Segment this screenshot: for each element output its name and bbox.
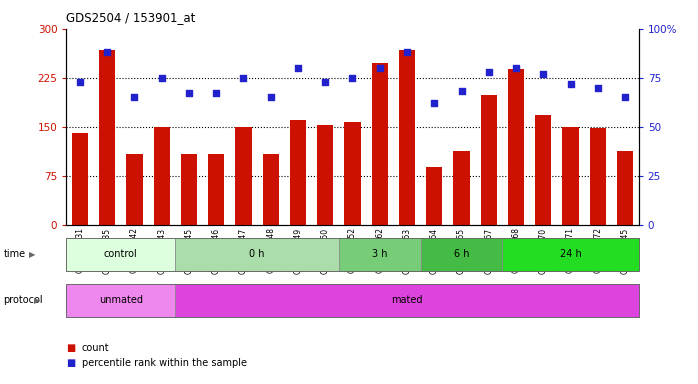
Bar [508, 69, 524, 225]
Bar [481, 95, 497, 225]
Text: ▶: ▶ [29, 250, 36, 259]
Text: 24 h: 24 h [560, 249, 581, 260]
Point [156, 74, 168, 81]
Bar [208, 154, 224, 225]
Text: protocol: protocol [3, 295, 43, 306]
Text: mated: mated [392, 295, 423, 306]
Point [374, 65, 385, 71]
Text: ▶: ▶ [34, 296, 40, 305]
Text: count: count [82, 343, 110, 353]
Point [401, 49, 413, 55]
Point [619, 94, 630, 101]
Text: GDS2504 / 153901_at: GDS2504 / 153901_at [66, 12, 195, 25]
Point [102, 49, 113, 55]
Text: 6 h: 6 h [454, 249, 469, 260]
Text: 3 h: 3 h [372, 249, 387, 260]
Point [265, 94, 276, 101]
Point [211, 90, 222, 96]
Bar [290, 120, 306, 225]
Text: unmated: unmated [99, 295, 143, 306]
Point [456, 88, 467, 94]
Point [483, 69, 494, 75]
Bar [590, 128, 606, 225]
Text: control: control [104, 249, 138, 260]
Bar [262, 154, 279, 225]
Point [510, 65, 521, 71]
Point [129, 94, 140, 101]
Point [320, 79, 331, 85]
Bar [371, 63, 388, 225]
Point [347, 74, 358, 81]
Bar [181, 154, 197, 225]
Bar [535, 115, 551, 225]
Bar [154, 127, 170, 225]
Bar [126, 154, 142, 225]
Bar [235, 127, 252, 225]
Text: ■: ■ [66, 358, 75, 368]
Text: time: time [3, 249, 26, 260]
Bar [317, 125, 334, 225]
Bar [99, 50, 115, 225]
Bar [453, 151, 470, 225]
Point [592, 84, 603, 91]
Point [537, 71, 549, 77]
Point [429, 100, 440, 106]
Point [238, 74, 249, 81]
Bar [344, 122, 361, 225]
Bar [617, 151, 633, 225]
Point [75, 79, 86, 85]
Text: ■: ■ [66, 343, 75, 353]
Bar [72, 133, 88, 225]
Point [184, 90, 195, 96]
Point [292, 65, 304, 71]
Text: percentile rank within the sample: percentile rank within the sample [82, 358, 246, 368]
Point [565, 81, 576, 87]
Bar [563, 127, 579, 225]
Text: 0 h: 0 h [249, 249, 265, 260]
Bar [399, 50, 415, 225]
Bar [426, 167, 443, 225]
